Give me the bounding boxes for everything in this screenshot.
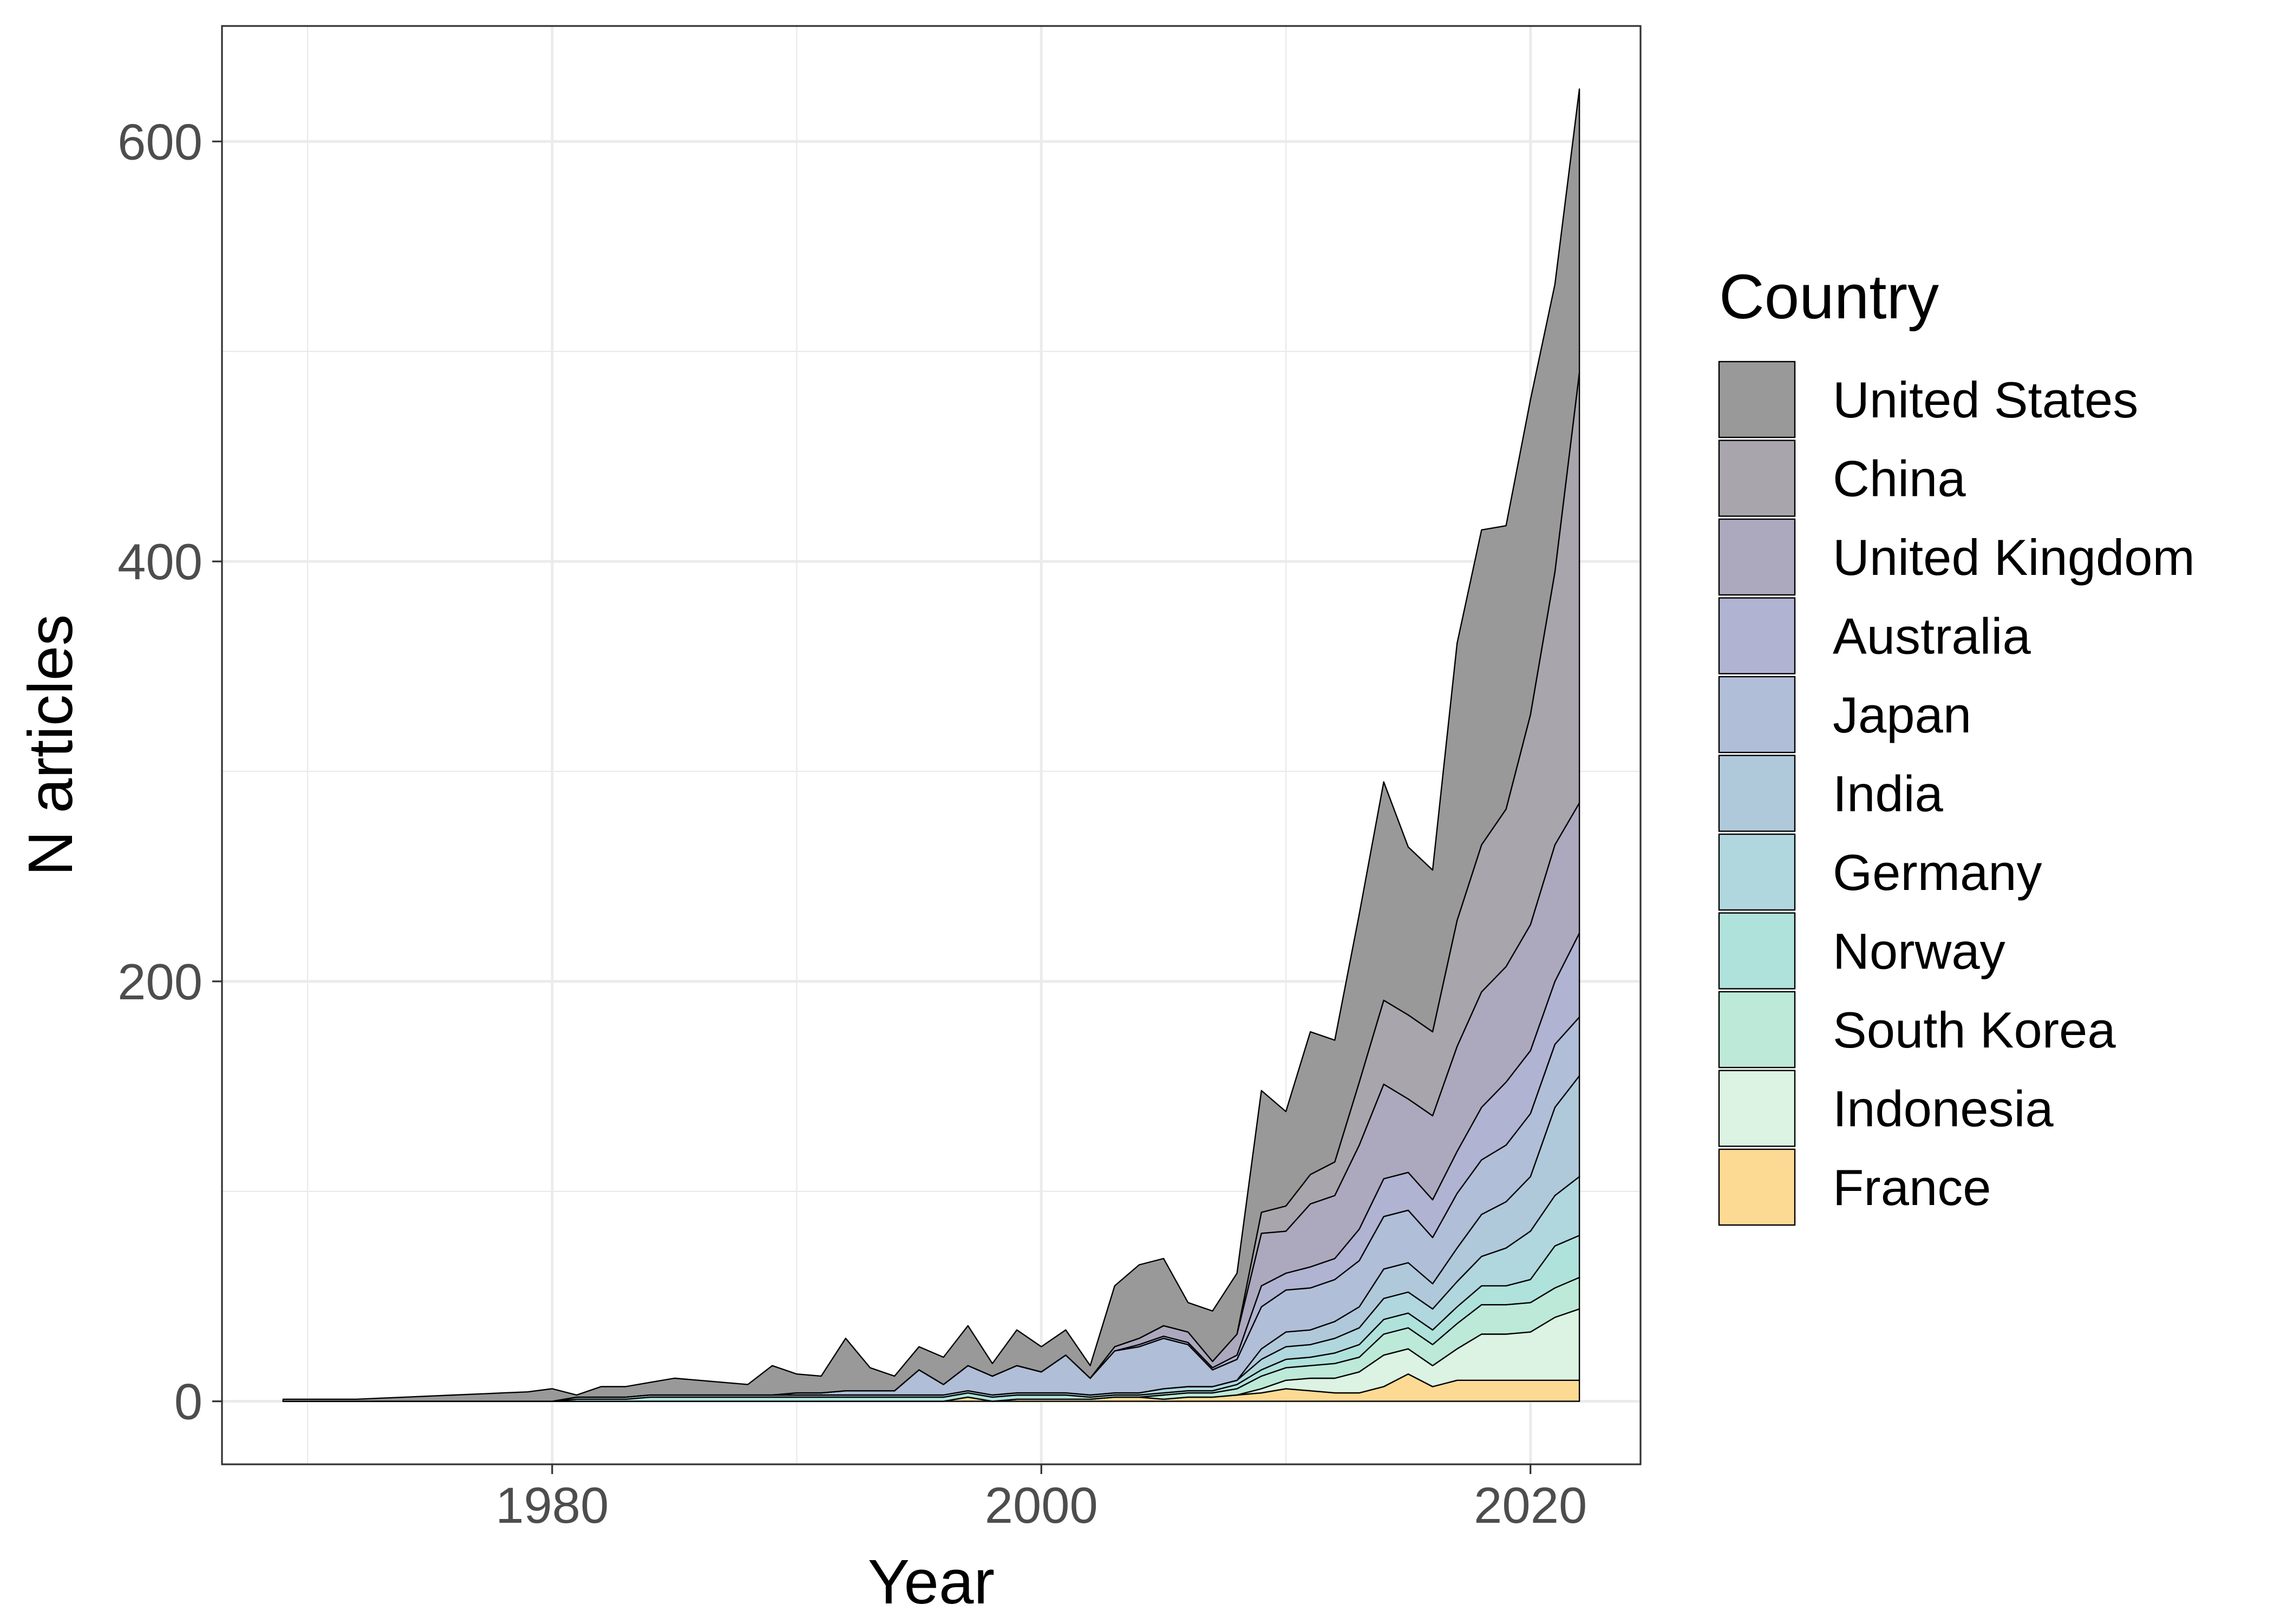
legend-label-united-states: United States [1833, 371, 2138, 428]
plot-panel [221, 25, 1642, 1465]
legend-label-norway: Norway [1833, 923, 2005, 980]
legend-label-china: China [1833, 450, 1966, 507]
legend-key-indonesia [1718, 1070, 1796, 1147]
legend-key-india [1718, 755, 1796, 832]
legend: Country United States China United Kingdom… [1718, 261, 2195, 1226]
y-tick-label: 600 [117, 113, 202, 170]
legend-label-japan: Japan [1833, 686, 1971, 743]
x-tick-label: 2000 [985, 1477, 1098, 1534]
y-tick-label: 400 [117, 533, 202, 590]
legend-key-united-states [1718, 361, 1796, 438]
legend-label-australia: Australia [1833, 608, 2031, 665]
legend-label-india: India [1833, 765, 1944, 822]
y-axis-title: N articles [15, 614, 86, 876]
legend-key-united-kingdom [1718, 518, 1796, 596]
legend-key-south-korea [1718, 991, 1796, 1069]
panel-border [221, 25, 1642, 1465]
area-united-states [282, 88, 1580, 1402]
legend-key-norway [1718, 912, 1796, 990]
y-tick-label: 200 [117, 953, 202, 1010]
legend-title: Country [1719, 261, 1939, 332]
legend-label-indonesia: Indonesia [1833, 1081, 2054, 1137]
legend-label-united-kingdom: United Kingdom [1833, 529, 2195, 586]
legend-key-australia [1718, 597, 1796, 675]
legend-key-germany [1718, 833, 1796, 911]
legend-key-france [1718, 1148, 1796, 1226]
legend-label-south-korea: South Korea [1833, 1001, 2116, 1058]
legend-key-japan [1718, 676, 1796, 754]
x-tick-label: 2020 [1474, 1477, 1587, 1534]
area-layers [282, 88, 1580, 1402]
x-tick-label: 1980 [495, 1477, 609, 1534]
legend-label-germany: Germany [1833, 844, 2042, 901]
x-axis: 1980 2000 2020 [495, 1464, 1587, 1534]
legend-items: United States China United Kingdom Australi… [1718, 361, 2195, 1226]
legend-key-china [1718, 440, 1796, 517]
x-axis-title: Year [868, 1547, 995, 1617]
y-tick-label: 0 [174, 1373, 202, 1430]
y-axis: 0 200 400 600 [117, 113, 222, 1430]
legend-label-france: France [1833, 1159, 1991, 1216]
